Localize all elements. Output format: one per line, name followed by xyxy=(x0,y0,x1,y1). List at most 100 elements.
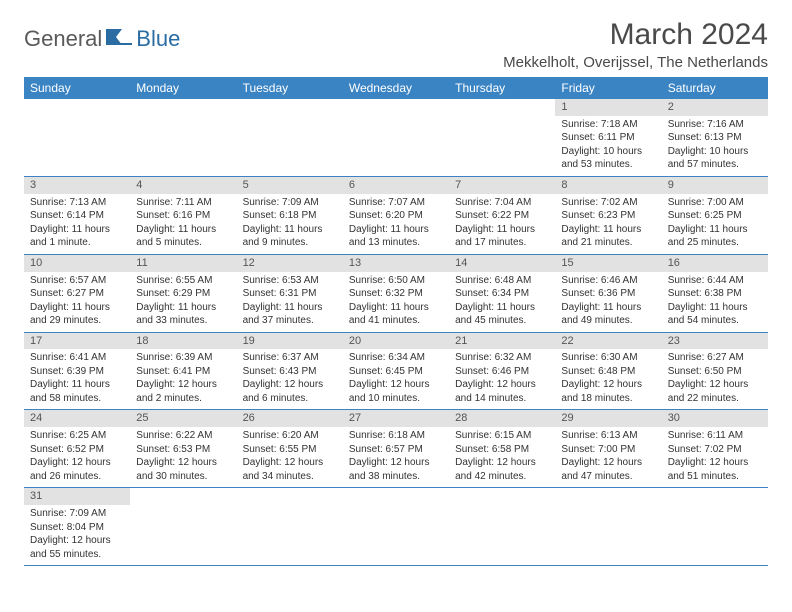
daynum-row: 12 xyxy=(24,99,768,116)
day-detail-cell xyxy=(24,116,130,177)
day-number-cell: 12 xyxy=(237,254,343,271)
daylight-text: Daylight: 12 hours and 6 minutes. xyxy=(243,378,337,405)
sunset-text: Sunset: 6:11 PM xyxy=(561,131,655,145)
day-number-cell: 23 xyxy=(662,332,768,349)
sunrise-text: Sunrise: 6:41 AM xyxy=(30,351,124,365)
sunrise-text: Sunrise: 7:04 AM xyxy=(455,196,549,210)
sunrise-text: Sunrise: 7:09 AM xyxy=(30,507,124,521)
daylight-text: Daylight: 10 hours and 53 minutes. xyxy=(561,145,655,172)
sunset-text: Sunset: 6:16 PM xyxy=(136,209,230,223)
day-detail-cell xyxy=(555,505,661,566)
sunset-text: Sunset: 6:55 PM xyxy=(243,443,337,457)
weekday-header: Tuesday xyxy=(237,77,343,99)
sunrise-text: Sunrise: 7:07 AM xyxy=(349,196,443,210)
daylight-text: Daylight: 11 hours and 41 minutes. xyxy=(349,301,443,328)
weekday-header: Thursday xyxy=(449,77,555,99)
day-detail-cell: Sunrise: 6:46 AMSunset: 6:36 PMDaylight:… xyxy=(555,272,661,333)
day-number-cell: 6 xyxy=(343,176,449,193)
sunset-text: Sunset: 6:45 PM xyxy=(349,365,443,379)
sunrise-text: Sunrise: 6:53 AM xyxy=(243,274,337,288)
daylight-text: Daylight: 11 hours and 45 minutes. xyxy=(455,301,549,328)
sunrise-text: Sunrise: 6:15 AM xyxy=(455,429,549,443)
sunrise-text: Sunrise: 7:16 AM xyxy=(668,118,762,132)
daylight-text: Daylight: 12 hours and 22 minutes. xyxy=(668,378,762,405)
sunset-text: Sunset: 6:13 PM xyxy=(668,131,762,145)
day-number-cell: 30 xyxy=(662,410,768,427)
sunset-text: Sunset: 6:23 PM xyxy=(561,209,655,223)
daylight-text: Daylight: 12 hours and 34 minutes. xyxy=(243,456,337,483)
detail-row: Sunrise: 7:18 AMSunset: 6:11 PMDaylight:… xyxy=(24,116,768,177)
daylight-text: Daylight: 12 hours and 26 minutes. xyxy=(30,456,124,483)
sunset-text: Sunset: 6:29 PM xyxy=(136,287,230,301)
day-detail-cell: Sunrise: 6:11 AMSunset: 7:02 PMDaylight:… xyxy=(662,427,768,488)
daylight-text: Daylight: 10 hours and 57 minutes. xyxy=(668,145,762,172)
daylight-text: Daylight: 11 hours and 13 minutes. xyxy=(349,223,443,250)
sunset-text: Sunset: 8:04 PM xyxy=(30,521,124,535)
day-detail-cell: Sunrise: 7:00 AMSunset: 6:25 PMDaylight:… xyxy=(662,194,768,255)
day-detail-cell: Sunrise: 6:20 AMSunset: 6:55 PMDaylight:… xyxy=(237,427,343,488)
day-detail-cell: Sunrise: 6:41 AMSunset: 6:39 PMDaylight:… xyxy=(24,349,130,410)
sunrise-text: Sunrise: 6:57 AM xyxy=(30,274,124,288)
day-number-cell: 19 xyxy=(237,332,343,349)
weekday-header: Saturday xyxy=(662,77,768,99)
sunset-text: Sunset: 6:18 PM xyxy=(243,209,337,223)
day-number-cell: 14 xyxy=(449,254,555,271)
daylight-text: Daylight: 11 hours and 25 minutes. xyxy=(668,223,762,250)
detail-row: Sunrise: 7:13 AMSunset: 6:14 PMDaylight:… xyxy=(24,194,768,255)
daylight-text: Daylight: 11 hours and 54 minutes. xyxy=(668,301,762,328)
day-number-cell: 16 xyxy=(662,254,768,271)
sunset-text: Sunset: 6:43 PM xyxy=(243,365,337,379)
sunset-text: Sunset: 6:25 PM xyxy=(668,209,762,223)
day-detail-cell xyxy=(449,116,555,177)
day-detail-cell: Sunrise: 6:34 AMSunset: 6:45 PMDaylight:… xyxy=(343,349,449,410)
day-detail-cell: Sunrise: 7:11 AMSunset: 6:16 PMDaylight:… xyxy=(130,194,236,255)
day-detail-cell xyxy=(237,116,343,177)
sunrise-text: Sunrise: 6:20 AM xyxy=(243,429,337,443)
day-detail-cell: Sunrise: 6:44 AMSunset: 6:38 PMDaylight:… xyxy=(662,272,768,333)
sunrise-text: Sunrise: 6:39 AM xyxy=(136,351,230,365)
detail-row: Sunrise: 7:09 AMSunset: 8:04 PMDaylight:… xyxy=(24,505,768,566)
location-text: Mekkelholt, Overijssel, The Netherlands xyxy=(503,54,768,71)
day-number-cell: 22 xyxy=(555,332,661,349)
day-detail-cell: Sunrise: 7:02 AMSunset: 6:23 PMDaylight:… xyxy=(555,194,661,255)
day-number-cell: 17 xyxy=(24,332,130,349)
sunrise-text: Sunrise: 6:50 AM xyxy=(349,274,443,288)
sunset-text: Sunset: 6:14 PM xyxy=(30,209,124,223)
brand-text-part2: Blue xyxy=(136,26,180,52)
day-number-cell: 1 xyxy=(555,99,661,116)
daylight-text: Daylight: 12 hours and 51 minutes. xyxy=(668,456,762,483)
weekday-header: Wednesday xyxy=(343,77,449,99)
sunset-text: Sunset: 6:41 PM xyxy=(136,365,230,379)
daylight-text: Daylight: 12 hours and 55 minutes. xyxy=(30,534,124,561)
day-number-cell xyxy=(449,99,555,116)
day-number-cell: 5 xyxy=(237,176,343,193)
day-detail-cell: Sunrise: 6:50 AMSunset: 6:32 PMDaylight:… xyxy=(343,272,449,333)
weekday-header: Sunday xyxy=(24,77,130,99)
daynum-row: 24252627282930 xyxy=(24,410,768,427)
sunrise-text: Sunrise: 7:09 AM xyxy=(243,196,337,210)
sunrise-text: Sunrise: 6:22 AM xyxy=(136,429,230,443)
sunset-text: Sunset: 6:36 PM xyxy=(561,287,655,301)
sunrise-text: Sunrise: 7:11 AM xyxy=(136,196,230,210)
daylight-text: Daylight: 11 hours and 29 minutes. xyxy=(30,301,124,328)
day-detail-cell: Sunrise: 6:55 AMSunset: 6:29 PMDaylight:… xyxy=(130,272,236,333)
day-number-cell: 7 xyxy=(449,176,555,193)
sunset-text: Sunset: 6:39 PM xyxy=(30,365,124,379)
daynum-row: 31 xyxy=(24,488,768,505)
day-detail-cell: Sunrise: 7:07 AMSunset: 6:20 PMDaylight:… xyxy=(343,194,449,255)
day-detail-cell: Sunrise: 6:13 AMSunset: 7:00 PMDaylight:… xyxy=(555,427,661,488)
day-detail-cell: Sunrise: 7:09 AMSunset: 6:18 PMDaylight:… xyxy=(237,194,343,255)
sunset-text: Sunset: 6:48 PM xyxy=(561,365,655,379)
sunset-text: Sunset: 6:38 PM xyxy=(668,287,762,301)
sunrise-text: Sunrise: 6:37 AM xyxy=(243,351,337,365)
daynum-row: 17181920212223 xyxy=(24,332,768,349)
sunrise-text: Sunrise: 6:44 AM xyxy=(668,274,762,288)
day-number-cell: 27 xyxy=(343,410,449,427)
daylight-text: Daylight: 11 hours and 58 minutes. xyxy=(30,378,124,405)
day-number-cell: 26 xyxy=(237,410,343,427)
detail-row: Sunrise: 6:41 AMSunset: 6:39 PMDaylight:… xyxy=(24,349,768,410)
day-detail-cell: Sunrise: 6:57 AMSunset: 6:27 PMDaylight:… xyxy=(24,272,130,333)
sunrise-text: Sunrise: 7:18 AM xyxy=(561,118,655,132)
day-detail-cell: Sunrise: 7:16 AMSunset: 6:13 PMDaylight:… xyxy=(662,116,768,177)
day-number-cell: 29 xyxy=(555,410,661,427)
